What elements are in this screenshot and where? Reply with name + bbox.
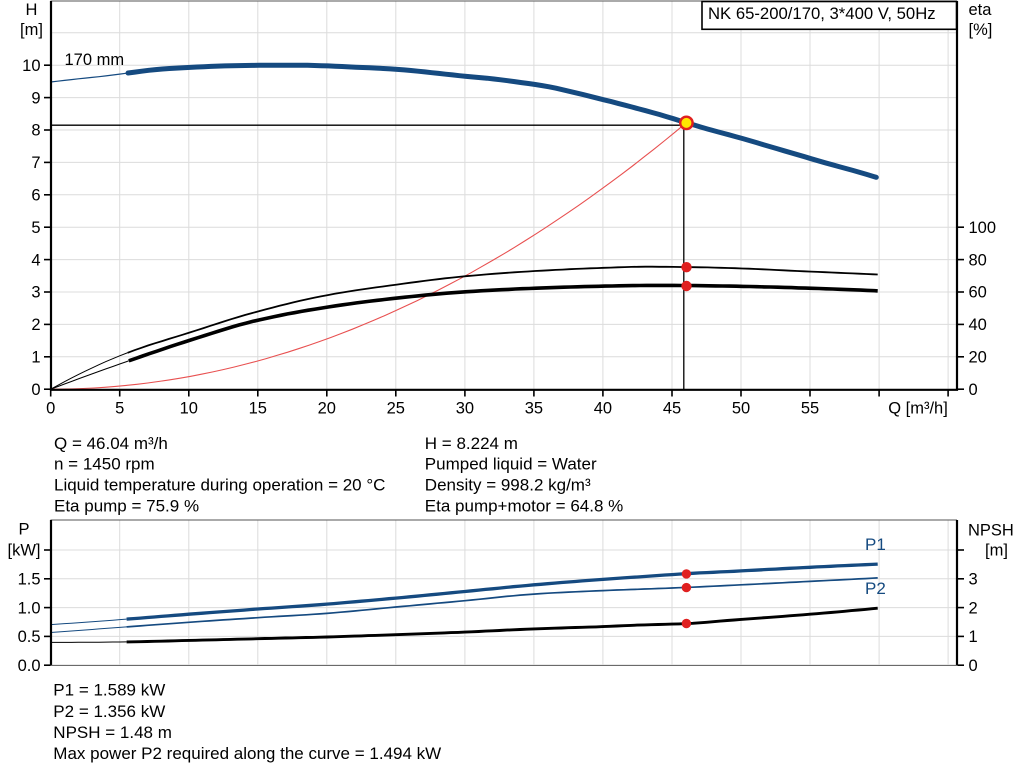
svg-text:P2: P2	[865, 579, 886, 598]
svg-text:[m]: [m]	[985, 542, 1008, 560]
svg-text:100: 100	[969, 219, 997, 237]
svg-text:Eta pump+motor = 64.8 %: Eta pump+motor = 64.8 %	[425, 496, 623, 515]
svg-text:0: 0	[46, 399, 55, 417]
svg-text:Q = 46.04 m³/h: Q = 46.04 m³/h	[54, 434, 168, 453]
svg-text:[%]: [%]	[969, 21, 993, 39]
svg-text:eta: eta	[969, 1, 993, 19]
svg-text:0: 0	[969, 381, 978, 399]
svg-text:35: 35	[525, 399, 543, 417]
svg-text:P1: P1	[865, 535, 886, 554]
svg-text:40: 40	[594, 399, 612, 417]
svg-text:40: 40	[969, 316, 987, 334]
svg-text:NPSH = 1.48 m: NPSH = 1.48 m	[53, 723, 172, 742]
svg-text:H = 8.224 m: H = 8.224 m	[425, 434, 518, 453]
svg-text:0.0: 0.0	[18, 657, 41, 675]
svg-text:15: 15	[249, 399, 267, 417]
svg-text:2: 2	[969, 599, 978, 617]
svg-text:n = 1450 rpm: n = 1450 rpm	[54, 455, 155, 474]
svg-text:45: 45	[663, 399, 681, 417]
svg-text:0: 0	[969, 657, 978, 675]
svg-text:H: H	[26, 1, 38, 19]
svg-text:Pumped liquid = Water: Pumped liquid = Water	[425, 455, 597, 474]
svg-text:2: 2	[31, 316, 40, 334]
svg-text:Max power P2 required along th: Max power P2 required along the curve = …	[53, 744, 441, 763]
svg-text:P2 = 1.356 kW: P2 = 1.356 kW	[53, 702, 165, 721]
svg-text:170 mm: 170 mm	[65, 51, 125, 69]
svg-text:P: P	[18, 521, 29, 539]
svg-text:6: 6	[31, 187, 40, 205]
svg-text:20: 20	[318, 399, 336, 417]
svg-text:60: 60	[969, 284, 987, 302]
svg-text:25: 25	[387, 399, 405, 417]
svg-text:5: 5	[31, 219, 40, 237]
svg-text:10: 10	[22, 57, 40, 75]
svg-text:10: 10	[180, 399, 198, 417]
svg-text:[m]: [m]	[20, 21, 43, 39]
svg-text:1.0: 1.0	[18, 599, 41, 617]
svg-text:Eta pump = 75.9 %: Eta pump = 75.9 %	[54, 496, 199, 515]
svg-text:7: 7	[31, 154, 40, 172]
svg-text:1: 1	[969, 628, 978, 646]
svg-text:NK 65-200/170, 3*400 V, 50Hz: NK 65-200/170, 3*400 V, 50Hz	[708, 4, 936, 23]
svg-text:5: 5	[115, 399, 124, 417]
svg-text:NPSH: NPSH	[968, 522, 1014, 540]
svg-text:1: 1	[31, 349, 40, 367]
svg-text:80: 80	[969, 251, 987, 269]
svg-text:3: 3	[31, 284, 40, 302]
svg-text:4: 4	[31, 251, 40, 269]
svg-text:Q [m³/h]: Q [m³/h]	[888, 399, 948, 417]
svg-text:Density = 998.2 kg/m³: Density = 998.2 kg/m³	[425, 476, 591, 495]
svg-text:0.5: 0.5	[18, 628, 41, 646]
svg-text:1.5: 1.5	[18, 571, 41, 589]
svg-text:0: 0	[31, 381, 40, 399]
svg-text:9: 9	[31, 89, 40, 107]
svg-text:8: 8	[31, 122, 40, 140]
svg-text:55: 55	[801, 399, 819, 417]
svg-text:P1 = 1.589 kW: P1 = 1.589 kW	[53, 681, 165, 700]
svg-text:3: 3	[969, 571, 978, 589]
svg-text:30: 30	[456, 399, 474, 417]
svg-text:[kW]: [kW]	[8, 542, 41, 560]
svg-text:50: 50	[732, 399, 750, 417]
svg-text:20: 20	[969, 349, 987, 367]
svg-text:Liquid temperature during oper: Liquid temperature during operation = 20…	[54, 476, 385, 495]
